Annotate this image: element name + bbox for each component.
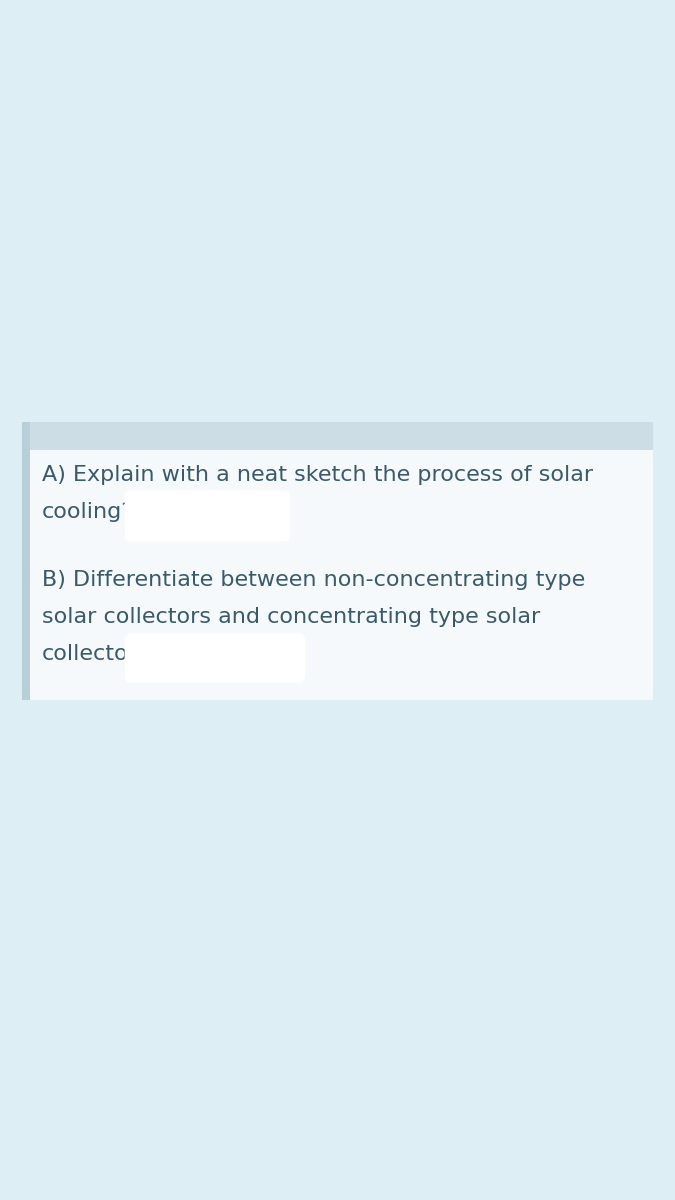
Bar [22, 422, 653, 700]
Text: B) Differentiate between non-concentrating type: B) Differentiate between non-concentrati… [42, 570, 585, 590]
Text: A) Explain with a neat sketch the process of solar: A) Explain with a neat sketch the proces… [42, 464, 593, 485]
Bar [22, 422, 30, 700]
Text: solar collectors and concentrating type solar: solar collectors and concentrating type … [42, 607, 540, 626]
Text: cooling?: cooling? [42, 502, 134, 522]
FancyBboxPatch shape [125, 634, 305, 683]
FancyBboxPatch shape [125, 491, 290, 541]
Text: collectors?: collectors? [42, 644, 161, 664]
Bar [22, 422, 653, 450]
